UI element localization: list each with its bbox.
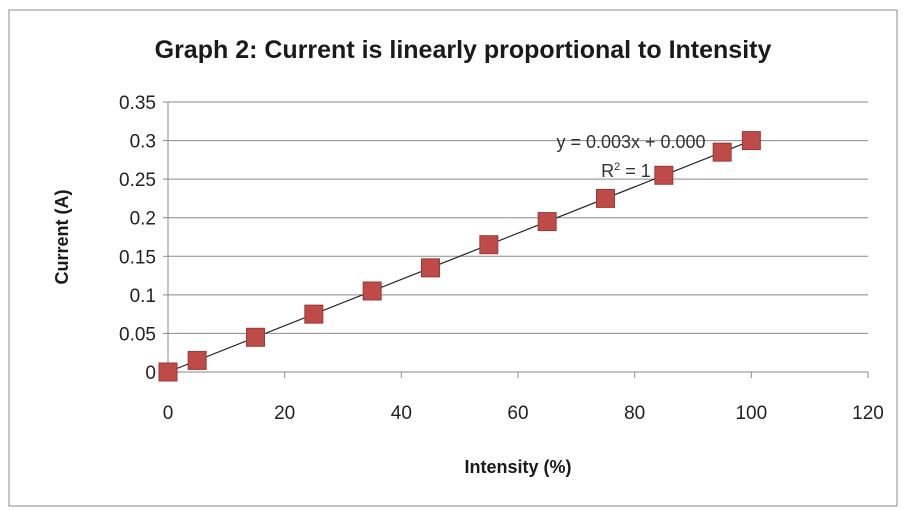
data-point xyxy=(246,327,265,347)
y-axis-title: Current (A) xyxy=(52,190,72,285)
data-point xyxy=(187,350,207,370)
y-tick-label: 0.3 xyxy=(130,132,156,153)
data-point xyxy=(362,281,382,301)
r-squared-superscript: 2 xyxy=(614,161,620,173)
axes xyxy=(163,101,869,378)
y-tick-label: 0.35 xyxy=(119,93,156,114)
y-tick-label: 0.1 xyxy=(130,286,156,307)
data-point xyxy=(537,212,557,232)
r-squared-label: R2 = 1 xyxy=(601,161,651,181)
data-point xyxy=(712,142,732,162)
x-axis-title: Intensity (%) xyxy=(464,457,571,477)
x-tick-label: 0 xyxy=(163,403,174,424)
x-tick-label: 100 xyxy=(735,403,767,424)
trendline-layer xyxy=(167,140,752,373)
data-point xyxy=(654,165,674,185)
data-point xyxy=(596,188,615,208)
y-tick-label: 0 xyxy=(145,363,156,384)
r-squared-value: = 1 xyxy=(620,161,651,181)
y-tick-label: 0.2 xyxy=(130,209,156,230)
chart-title: Graph 2: Current is linearly proportiona… xyxy=(155,36,772,64)
y-tick-label: 0.05 xyxy=(119,324,156,345)
trendline-equation: y = 0.003x + 0.000 xyxy=(556,132,705,152)
data-point xyxy=(158,362,178,382)
data-point xyxy=(421,258,440,278)
chart-border xyxy=(8,9,898,507)
data-point xyxy=(479,235,499,255)
x-tick-label: 80 xyxy=(624,403,645,424)
data-points xyxy=(158,131,761,382)
x-tick-label: 120 xyxy=(852,403,884,424)
y-tick-label: 0.15 xyxy=(119,247,156,268)
r-squared-r: R xyxy=(601,161,614,181)
y-tick-labels: 0 0.05 0.1 0.15 0.2 0.25 0.3 0.35 xyxy=(119,93,156,384)
x-tick-label: 20 xyxy=(274,403,295,424)
y-tick-label: 0.25 xyxy=(119,170,156,191)
x-tick-label: 40 xyxy=(391,403,412,424)
data-point xyxy=(741,131,761,151)
data-point xyxy=(304,304,324,324)
x-tick-label: 60 xyxy=(507,403,528,424)
x-tick-labels: 0 20 40 60 80 100 120 xyxy=(163,403,884,424)
trendline xyxy=(167,140,752,373)
